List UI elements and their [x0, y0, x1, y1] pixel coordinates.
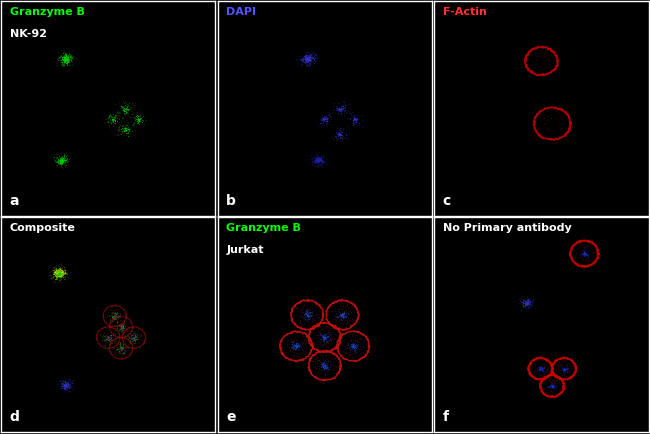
Text: d: d [10, 410, 20, 424]
Text: Granzyme B: Granzyme B [10, 7, 84, 17]
Text: Jurkat: Jurkat [226, 245, 264, 255]
Text: c: c [443, 194, 451, 207]
Text: Granzyme B: Granzyme B [226, 224, 301, 233]
Text: b: b [226, 194, 236, 207]
Text: a: a [10, 194, 20, 207]
Text: DAPI: DAPI [226, 7, 256, 17]
Text: NK-92: NK-92 [10, 29, 47, 39]
Text: Composite: Composite [10, 224, 76, 233]
Text: F-Actin: F-Actin [443, 7, 487, 17]
Text: No Primary antibody: No Primary antibody [443, 224, 571, 233]
Text: f: f [443, 410, 448, 424]
Text: e: e [226, 410, 236, 424]
